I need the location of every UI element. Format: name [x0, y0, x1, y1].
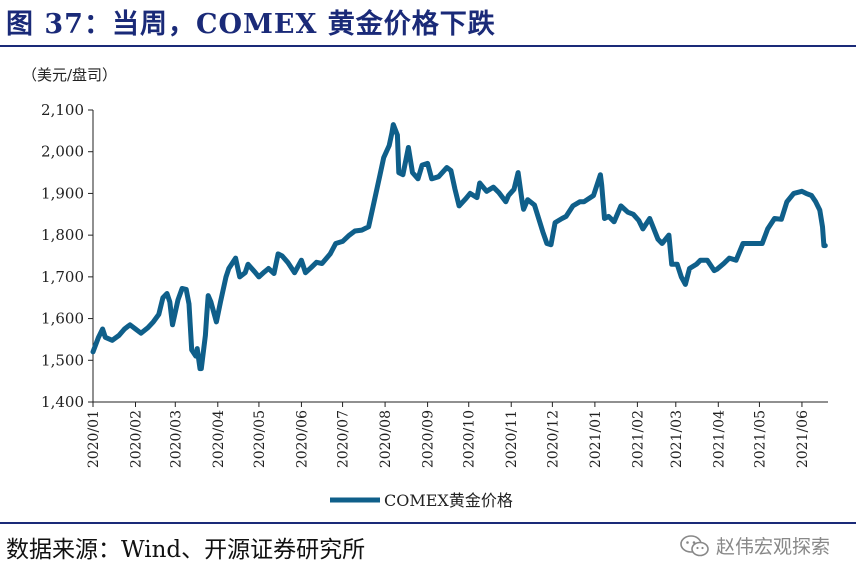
- x-tick-label: 2020/10: [462, 410, 478, 468]
- x-tick-label: 2020/12: [545, 410, 561, 468]
- x-tick-label: 2021/02: [630, 410, 646, 468]
- legend-label: COMEX黄金价格: [384, 491, 513, 510]
- legend: COMEX黄金价格: [330, 491, 513, 510]
- x-tick-label: 2021/05: [752, 410, 768, 468]
- x-tick-label: 2020/02: [129, 410, 145, 468]
- x-tick-label: 2021/06: [795, 410, 811, 468]
- y-tick-label: 1,900: [41, 184, 84, 202]
- figure-title: 图 37：当周，COMEX 黄金价格下跌: [6, 9, 496, 40]
- watermark-text: 赵伟宏观探索: [715, 536, 830, 558]
- x-tick-label: 2020/11: [504, 410, 520, 468]
- x-tick-label: 2021/04: [711, 410, 727, 468]
- x-tick-label: 2020/03: [168, 410, 184, 468]
- footer-divider: [0, 522, 856, 524]
- y-tick-label: 2,100: [41, 101, 84, 119]
- source-note: 数据来源：Wind、开源证券研究所: [6, 537, 366, 563]
- x-axis-ticks: 2020/01 2020/02 2020/03 2020/04 2020/05 2020/…: [86, 402, 811, 468]
- wechat-icon: [680, 534, 709, 556]
- x-tick-label: 2020/08: [378, 410, 394, 468]
- x-tick-label: 2020/07: [336, 410, 352, 468]
- y-tick-label: 1,600: [41, 310, 84, 328]
- y-axis-unit-label: （美元/盘司）: [22, 66, 117, 84]
- watermark: 赵伟宏观探索: [680, 532, 830, 559]
- y-tick-label: 2,000: [41, 143, 84, 161]
- x-tick-label: 2020/06: [294, 410, 310, 468]
- y-tick-label: 1,500: [41, 351, 84, 369]
- line-chart: （美元/盘司） 1,400 1,500 1,600 1,700 1,800 1,900 2,…: [22, 66, 828, 510]
- y-tick-label: 1,800: [41, 226, 84, 244]
- x-tick-label: 2020/01: [86, 410, 102, 468]
- x-tick-label: 2021/01: [588, 410, 604, 468]
- y-tick-label: 1,700: [41, 268, 84, 286]
- x-tick-label: 2021/03: [669, 410, 685, 468]
- x-tick-label: 2020/09: [421, 410, 437, 468]
- x-tick-label: 2020/04: [211, 410, 227, 468]
- x-tick-label: 2020/05: [252, 410, 268, 468]
- y-tick-label: 1,400: [41, 393, 84, 411]
- y-axis-ticks: 1,400 1,500 1,600 1,700 1,800 1,900 2,000 2,100: [41, 101, 93, 411]
- title-divider: [0, 45, 856, 47]
- series-line-comex-gold: [90, 122, 828, 372]
